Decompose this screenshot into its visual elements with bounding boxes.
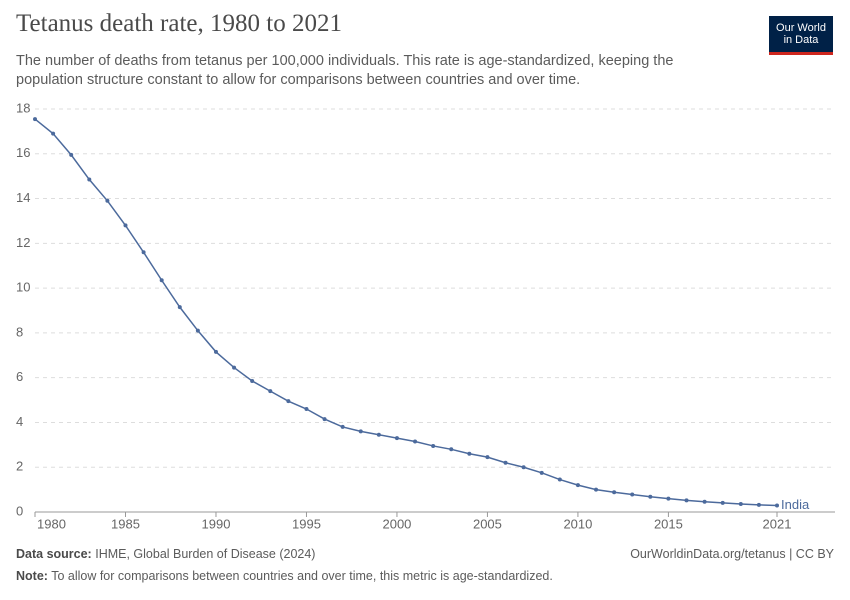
point <box>575 483 580 488</box>
point <box>141 250 146 255</box>
logo-text: in Data <box>783 34 819 46</box>
point <box>51 131 56 136</box>
y-tick-label: 4 <box>16 414 23 429</box>
point <box>467 451 472 456</box>
x-tick-label: 1990 <box>202 516 231 531</box>
point <box>394 436 399 441</box>
point <box>213 349 218 354</box>
point <box>720 500 725 505</box>
y-tick-label: 10 <box>16 280 30 295</box>
point <box>304 407 309 412</box>
point <box>340 424 345 429</box>
point <box>449 447 454 452</box>
y-tick-label: 14 <box>16 190 30 205</box>
link[interactable]: OurWorldinData.org/tetanus | CC BY <box>630 547 834 561</box>
y-tick-label: 8 <box>16 324 23 339</box>
point <box>286 399 291 404</box>
point <box>33 117 37 122</box>
point <box>123 223 128 228</box>
y-tick-label: 2 <box>16 459 23 474</box>
point <box>738 501 743 506</box>
note: Note: To allow for comparisons between c… <box>16 569 553 583</box>
x-tick-label: 2010 <box>563 516 592 531</box>
x-tick-label: 1980 <box>37 516 66 531</box>
point <box>557 477 562 482</box>
point <box>756 502 761 507</box>
point <box>539 470 544 475</box>
point <box>413 439 418 444</box>
point <box>69 152 74 157</box>
chart-title: Tetanus death rate, 1980 to 2021 <box>16 10 342 37</box>
point <box>648 494 653 499</box>
point <box>431 443 436 448</box>
point <box>87 177 92 182</box>
chart-subtitle: The number of deaths from tetanus per 10… <box>16 53 674 88</box>
point <box>702 499 707 504</box>
point <box>268 389 273 394</box>
line <box>34 118 778 507</box>
point <box>594 487 599 492</box>
logo[interactable]: Our World in Data <box>769 16 833 55</box>
point <box>250 379 255 384</box>
logo-text: Our World <box>776 22 826 34</box>
source: Data source: IHME, Global Burden of Dise… <box>16 547 315 561</box>
note-text: To allow for comparisons between countri… <box>51 569 553 583</box>
x-tick-label: 2015 <box>654 516 683 531</box>
point <box>159 278 164 283</box>
point <box>503 460 508 465</box>
source-text: IHME, Global Burden of Disease (2024) <box>95 547 316 561</box>
note-label: Note: <box>16 569 48 583</box>
point <box>105 198 110 203</box>
y-tick-label: 12 <box>16 235 30 250</box>
x-tick-label: 2005 <box>473 516 502 531</box>
point <box>684 498 689 503</box>
y-tick-label: 6 <box>16 369 23 384</box>
point <box>630 492 635 497</box>
point <box>232 365 237 370</box>
x-tick-label: 1995 <box>292 516 321 531</box>
point <box>485 455 490 460</box>
x-tick-label: 2021 <box>763 516 792 531</box>
point <box>358 429 363 434</box>
point <box>521 465 526 470</box>
y-tick-label: 16 <box>16 145 30 160</box>
series-label: India <box>781 497 810 512</box>
x-tick-label: 1985 <box>111 516 140 531</box>
point <box>376 432 381 437</box>
y-tick-label: 18 <box>16 100 30 115</box>
point <box>666 496 671 501</box>
source-label: Data source: <box>16 547 92 561</box>
point <box>195 328 200 333</box>
point <box>612 490 617 495</box>
y-tick-label: 0 <box>16 503 23 518</box>
x-tick-label: 2000 <box>382 516 411 531</box>
point <box>177 305 182 310</box>
point <box>775 503 779 508</box>
point <box>322 417 327 422</box>
